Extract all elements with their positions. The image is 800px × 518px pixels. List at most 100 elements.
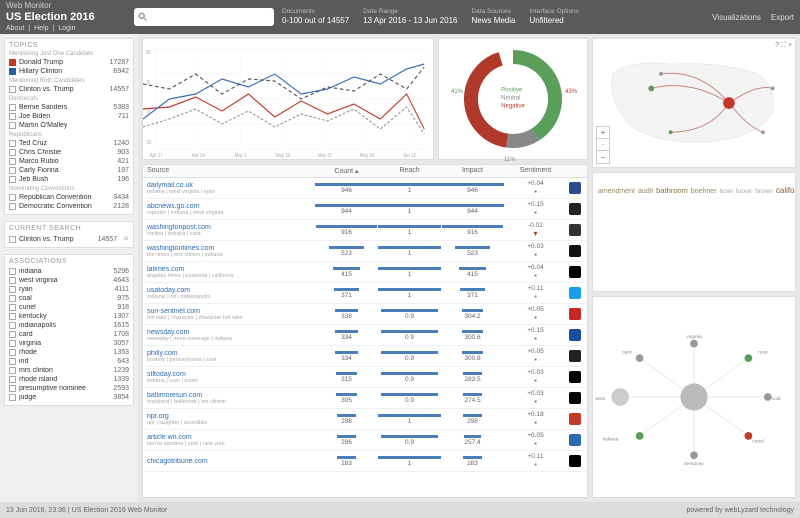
checkbox-icon[interactable] xyxy=(9,358,16,365)
checkbox-icon[interactable] xyxy=(9,340,16,347)
list-item[interactable]: indianapolis1615 xyxy=(9,321,129,330)
table-row[interactable]: washingtonpost.commelina | indiana | car… xyxy=(143,220,587,241)
table-header-cell[interactable]: Source xyxy=(147,167,315,175)
checkbox-icon[interactable] xyxy=(9,113,16,120)
table-header-cell[interactable]: Count ▴ xyxy=(315,167,378,175)
topic-row[interactable]: Donald Trump17287 xyxy=(9,58,129,67)
checkbox-icon[interactable] xyxy=(9,86,16,93)
topic-row[interactable]: Carly Fiorina197 xyxy=(9,166,129,175)
cloud-word[interactable]: brown xyxy=(755,188,773,195)
checkbox-icon[interactable] xyxy=(9,376,16,383)
zoom-reset-button[interactable]: · xyxy=(597,139,609,151)
cloud-word[interactable]: amendment xyxy=(598,188,635,195)
checkbox-icon[interactable] xyxy=(9,236,16,243)
table-header-cell[interactable] xyxy=(567,167,583,175)
nav-help[interactable]: Help xyxy=(34,25,48,32)
table-row[interactable]: washingtontimes.comthe times | mrs clint… xyxy=(143,241,587,262)
table-row[interactable]: usatoday.comindiana | ind | indianapolis… xyxy=(143,283,587,304)
checkbox-icon[interactable] xyxy=(9,367,16,374)
list-item[interactable]: indiana5296 xyxy=(9,267,129,276)
checkbox-icon[interactable] xyxy=(9,149,16,156)
checkbox-icon[interactable] xyxy=(9,322,16,329)
list-item[interactable]: curiel918 xyxy=(9,303,129,312)
list-item[interactable]: ryan4111 xyxy=(9,285,129,294)
checkbox-icon[interactable] xyxy=(9,122,16,129)
table-header-cell[interactable]: Impact xyxy=(441,167,504,175)
list-item[interactable]: judge3854 xyxy=(9,393,129,402)
table-header-cell[interactable]: Sentiment xyxy=(504,167,567,175)
search-input[interactable] xyxy=(134,8,274,26)
cloud-word[interactable]: audit xyxy=(638,188,653,195)
checkbox-icon[interactable] xyxy=(9,140,16,147)
cloud-word[interactable]: bathroom xyxy=(656,186,688,195)
list-item[interactable]: rhode1353 xyxy=(9,348,129,357)
list-item[interactable]: presumptive nominee2593 xyxy=(9,384,129,393)
list-item[interactable]: coal975 xyxy=(9,294,129,303)
checkbox-icon[interactable] xyxy=(9,176,16,183)
table-row[interactable]: latimes.comangeles times | essential | c… xyxy=(143,262,587,283)
list-item[interactable]: ind643 xyxy=(9,357,129,366)
nav-about[interactable]: About xyxy=(6,25,24,32)
topic-row[interactable]: Joe Biden711 xyxy=(9,112,129,121)
checkbox-icon[interactable] xyxy=(9,268,16,275)
table-row[interactable]: stltoday.comindiana | ryan | curiel3150.… xyxy=(143,367,587,388)
checkbox-icon[interactable] xyxy=(9,286,16,293)
table-header-cell[interactable]: Reach xyxy=(378,167,441,175)
list-item[interactable]: kentucky1307 xyxy=(9,312,129,321)
list-item[interactable]: virginia3057 xyxy=(9,339,129,348)
header-export[interactable]: Export xyxy=(771,13,794,22)
cloud-word[interactable]: bowl xyxy=(720,188,733,195)
checkbox-icon[interactable] xyxy=(9,104,16,111)
help-icon[interactable]: ? xyxy=(775,42,779,50)
header-visualizations[interactable]: Visualizations xyxy=(712,13,761,22)
table-row[interactable]: chicagotribune.com2831283+0.11▪ xyxy=(143,451,587,472)
topic-row[interactable]: Clinton vs. Trump14557 xyxy=(9,85,129,94)
topic-row[interactable]: Chris Christie903 xyxy=(9,148,129,157)
checkbox-icon[interactable] xyxy=(9,394,16,401)
cloud-word[interactable]: california xyxy=(776,186,796,195)
fullscreen-icon[interactable]: ⛶ xyxy=(781,42,786,50)
close-icon[interactable]: × xyxy=(788,42,792,50)
list-item[interactable]: mrs clinton1239 xyxy=(9,366,129,375)
cloud-word[interactable]: boehner xyxy=(691,188,717,195)
header-col[interactable]: Date Range13 Apr 2016 - 13 Jun 2016 xyxy=(363,8,457,27)
topic-row[interactable]: Ted Cruz1240 xyxy=(9,139,129,148)
list-item[interactable]: card1708 xyxy=(9,330,129,339)
nav-login[interactable]: Login xyxy=(58,25,75,32)
list-item[interactable]: rhode island1339 xyxy=(9,375,129,384)
table-row[interactable]: philly.comtoomey | pennsylvania | coal33… xyxy=(143,346,587,367)
checkbox-icon[interactable] xyxy=(9,194,16,201)
table-row[interactable]: article.wn.combernie sanders | york | ne… xyxy=(143,430,587,451)
checkbox-icon[interactable] xyxy=(9,331,16,338)
zoom-out-button[interactable]: − xyxy=(597,151,609,163)
header-col[interactable]: Documents0-100 out of 14557 xyxy=(282,8,349,27)
checkbox-icon[interactable] xyxy=(9,313,16,320)
cloud-word[interactable]: boxer xyxy=(736,188,752,195)
header-col[interactable]: Data SourcesNews Media xyxy=(471,8,515,27)
checkbox-icon[interactable] xyxy=(9,277,16,284)
remove-icon[interactable]: ✕ xyxy=(123,235,129,243)
table-row[interactable]: dailymail.co.ukindiana | west virginia |… xyxy=(143,178,587,199)
topic-row[interactable]: Bernie Sanders5383 xyxy=(9,103,129,112)
checkbox-icon[interactable] xyxy=(9,167,16,174)
topic-row[interactable]: Hillary Clinton6942 xyxy=(9,67,129,76)
topic-row[interactable]: Martin O'Malley xyxy=(9,121,129,130)
checkbox-icon[interactable] xyxy=(9,158,16,165)
checkbox-icon[interactable] xyxy=(9,349,16,356)
topic-row[interactable]: Republican Convention3434 xyxy=(9,193,129,202)
checkbox-icon[interactable] xyxy=(9,203,16,210)
table-row[interactable]: npr.orgnpr | laughter | soundbite2981298… xyxy=(143,409,587,430)
list-item[interactable]: west virginia4643 xyxy=(9,276,129,285)
table-row[interactable]: newsday.comnewsday | more coverage | ind… xyxy=(143,325,587,346)
checkbox-icon[interactable] xyxy=(9,59,16,66)
topic-row[interactable]: Marco Rubio421 xyxy=(9,157,129,166)
checkbox-icon[interactable] xyxy=(9,304,16,311)
zoom-in-button[interactable]: + xyxy=(597,127,609,139)
topic-row[interactable]: Democratic Convention2128 xyxy=(9,202,129,211)
topic-row[interactable]: Jeb Bush196 xyxy=(9,175,129,184)
list-item[interactable]: Clinton vs. Trump14557✕ xyxy=(9,234,129,244)
header-col[interactable]: Interface OptionsUnfiltered xyxy=(529,8,579,27)
checkbox-icon[interactable] xyxy=(9,295,16,302)
table-row[interactable]: sun-sentinel.comhot take | character | c… xyxy=(143,304,587,325)
checkbox-icon[interactable] xyxy=(9,68,16,75)
